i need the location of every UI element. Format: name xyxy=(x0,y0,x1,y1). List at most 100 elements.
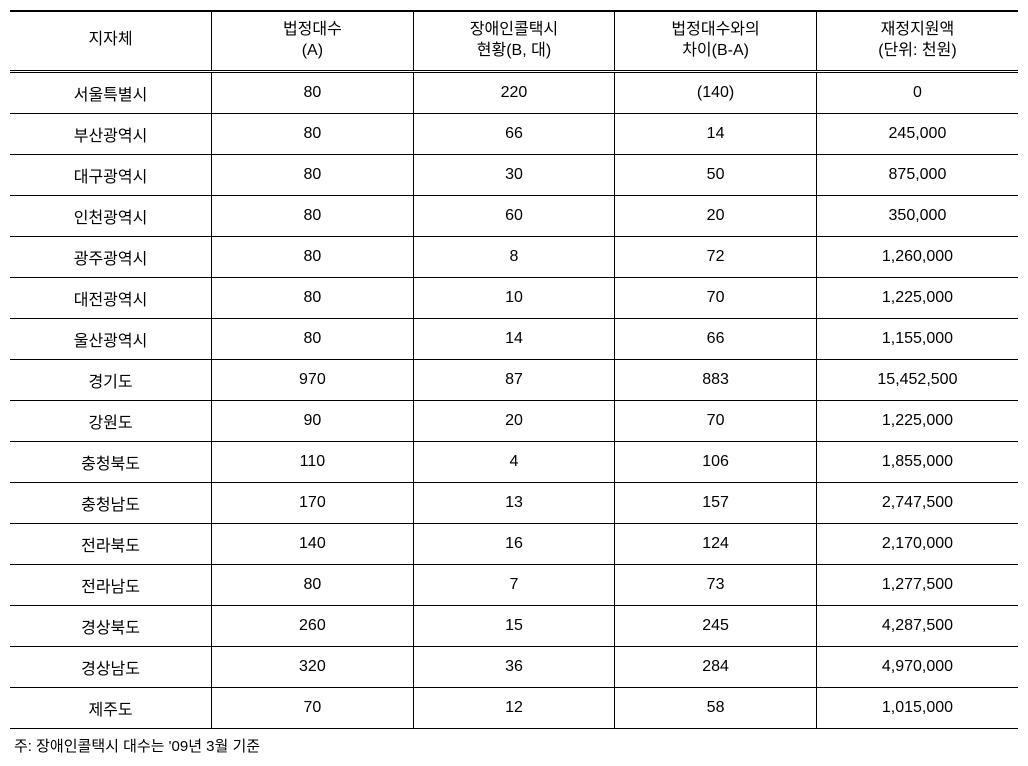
cell-region: 대구광역시 xyxy=(10,154,212,195)
cell-financial-support: 1,260,000 xyxy=(816,236,1018,277)
cell-financial-support: 4,287,500 xyxy=(816,605,1018,646)
table-body: 서울특별시80220(140)0부산광역시806614245,000대구광역시8… xyxy=(10,71,1018,728)
header-region: 지자체 xyxy=(10,11,212,71)
table-row: 충청남도170131572,747,500 xyxy=(10,482,1018,523)
table-row: 서울특별시80220(140)0 xyxy=(10,71,1018,113)
table-header: 지자체 법정대수(A) 장애인콜택시현황(B, 대) 법정대수와의차이(B-A)… xyxy=(10,11,1018,71)
cell-taxi-status: 220 xyxy=(413,71,615,113)
table-row: 울산광역시8014661,155,000 xyxy=(10,318,1018,359)
cell-difference: (140) xyxy=(615,71,817,113)
cell-legal-count: 80 xyxy=(212,154,414,195)
table-row: 대전광역시8010701,225,000 xyxy=(10,277,1018,318)
cell-taxi-status: 13 xyxy=(413,482,615,523)
cell-legal-count: 970 xyxy=(212,359,414,400)
cell-region: 광주광역시 xyxy=(10,236,212,277)
cell-legal-count: 260 xyxy=(212,605,414,646)
table-row: 전라남도807731,277,500 xyxy=(10,564,1018,605)
cell-taxi-status: 87 xyxy=(413,359,615,400)
cell-region: 충청북도 xyxy=(10,441,212,482)
cell-taxi-status: 30 xyxy=(413,154,615,195)
cell-region: 강원도 xyxy=(10,400,212,441)
cell-region: 대전광역시 xyxy=(10,277,212,318)
cell-financial-support: 2,747,500 xyxy=(816,482,1018,523)
cell-legal-count: 170 xyxy=(212,482,414,523)
table-row: 대구광역시803050875,000 xyxy=(10,154,1018,195)
cell-taxi-status: 8 xyxy=(413,236,615,277)
data-table: 지자체 법정대수(A) 장애인콜택시현황(B, 대) 법정대수와의차이(B-A)… xyxy=(10,10,1018,729)
cell-legal-count: 80 xyxy=(212,564,414,605)
cell-financial-support: 0 xyxy=(816,71,1018,113)
table-row: 경상북도260152454,287,500 xyxy=(10,605,1018,646)
cell-financial-support: 245,000 xyxy=(816,113,1018,154)
cell-difference: 58 xyxy=(615,687,817,728)
table-container: 지자체 법정대수(A) 장애인콜택시현황(B, 대) 법정대수와의차이(B-A)… xyxy=(10,10,1018,756)
cell-legal-count: 80 xyxy=(212,113,414,154)
cell-difference: 245 xyxy=(615,605,817,646)
table-row: 광주광역시808721,260,000 xyxy=(10,236,1018,277)
cell-difference: 73 xyxy=(615,564,817,605)
table-row: 제주도7012581,015,000 xyxy=(10,687,1018,728)
cell-legal-count: 70 xyxy=(212,687,414,728)
cell-taxi-status: 10 xyxy=(413,277,615,318)
cell-region: 경상남도 xyxy=(10,646,212,687)
table-row: 충청북도11041061,855,000 xyxy=(10,441,1018,482)
cell-region: 서울특별시 xyxy=(10,71,212,113)
cell-financial-support: 1,225,000 xyxy=(816,277,1018,318)
table-footnote: 주: 장애인콜택시 대수는 '09년 3월 기준 xyxy=(10,729,1018,756)
table-row: 강원도9020701,225,000 xyxy=(10,400,1018,441)
table-row: 인천광역시806020350,000 xyxy=(10,195,1018,236)
cell-difference: 70 xyxy=(615,277,817,318)
cell-difference: 66 xyxy=(615,318,817,359)
header-row: 지자체 법정대수(A) 장애인콜택시현황(B, 대) 법정대수와의차이(B-A)… xyxy=(10,11,1018,71)
cell-region: 경기도 xyxy=(10,359,212,400)
cell-financial-support: 1,277,500 xyxy=(816,564,1018,605)
cell-difference: 124 xyxy=(615,523,817,564)
cell-financial-support: 875,000 xyxy=(816,154,1018,195)
cell-taxi-status: 12 xyxy=(413,687,615,728)
cell-legal-count: 80 xyxy=(212,71,414,113)
cell-taxi-status: 16 xyxy=(413,523,615,564)
cell-financial-support: 2,170,000 xyxy=(816,523,1018,564)
cell-taxi-status: 7 xyxy=(413,564,615,605)
cell-region: 전라북도 xyxy=(10,523,212,564)
cell-region: 경상북도 xyxy=(10,605,212,646)
cell-legal-count: 80 xyxy=(212,277,414,318)
cell-financial-support: 1,225,000 xyxy=(816,400,1018,441)
cell-taxi-status: 4 xyxy=(413,441,615,482)
header-legal-count: 법정대수(A) xyxy=(212,11,414,71)
cell-legal-count: 320 xyxy=(212,646,414,687)
cell-difference: 883 xyxy=(615,359,817,400)
cell-difference: 70 xyxy=(615,400,817,441)
cell-difference: 157 xyxy=(615,482,817,523)
cell-legal-count: 80 xyxy=(212,236,414,277)
table-row: 부산광역시806614245,000 xyxy=(10,113,1018,154)
table-row: 경기도9708788315,452,500 xyxy=(10,359,1018,400)
cell-difference: 14 xyxy=(615,113,817,154)
cell-financial-support: 1,855,000 xyxy=(816,441,1018,482)
cell-legal-count: 140 xyxy=(212,523,414,564)
cell-legal-count: 90 xyxy=(212,400,414,441)
table-row: 전라북도140161242,170,000 xyxy=(10,523,1018,564)
header-difference: 법정대수와의차이(B-A) xyxy=(615,11,817,71)
cell-financial-support: 1,155,000 xyxy=(816,318,1018,359)
cell-financial-support: 1,015,000 xyxy=(816,687,1018,728)
cell-difference: 50 xyxy=(615,154,817,195)
cell-region: 인천광역시 xyxy=(10,195,212,236)
cell-region: 제주도 xyxy=(10,687,212,728)
cell-taxi-status: 60 xyxy=(413,195,615,236)
cell-taxi-status: 20 xyxy=(413,400,615,441)
cell-taxi-status: 36 xyxy=(413,646,615,687)
header-financial-support: 재정지원액(단위: 천원) xyxy=(816,11,1018,71)
cell-taxi-status: 66 xyxy=(413,113,615,154)
cell-legal-count: 110 xyxy=(212,441,414,482)
cell-financial-support: 350,000 xyxy=(816,195,1018,236)
cell-region: 부산광역시 xyxy=(10,113,212,154)
cell-financial-support: 15,452,500 xyxy=(816,359,1018,400)
cell-region: 전라남도 xyxy=(10,564,212,605)
cell-legal-count: 80 xyxy=(212,318,414,359)
cell-difference: 72 xyxy=(615,236,817,277)
table-row: 경상남도320362844,970,000 xyxy=(10,646,1018,687)
cell-difference: 106 xyxy=(615,441,817,482)
cell-taxi-status: 14 xyxy=(413,318,615,359)
header-taxi-status: 장애인콜택시현황(B, 대) xyxy=(413,11,615,71)
